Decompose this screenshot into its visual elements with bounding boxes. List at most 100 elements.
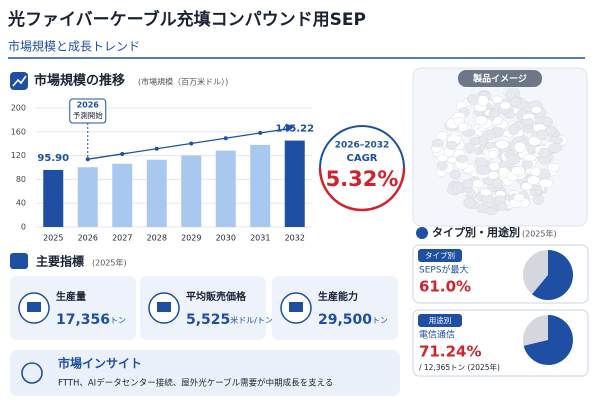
x-tick-label: 2029 [181,234,201,243]
trend-dot [120,151,125,156]
annotation-box [69,98,107,124]
bar [43,169,64,227]
y-tick-label: 200 [11,104,26,113]
breakdown-note: (2025年) [522,229,557,239]
kpi-icon [289,302,303,312]
annotation-year: 2026 [77,101,100,110]
kpi-value: 17,356 [56,312,110,328]
pellet [538,147,551,158]
pellet [529,188,542,197]
kpi-label: 生産量 [56,290,86,303]
cagr-label: CAGR [347,153,378,164]
pellet [496,202,508,211]
pellet [491,178,504,190]
x-tick-label: 2027 [112,234,132,243]
insight-panel [10,350,400,396]
pellet [471,179,485,189]
kpi-icon [27,302,41,312]
kpi-unit: 米ドル/トン [230,315,273,325]
pellet [455,154,469,163]
x-tick-label: 2031 [250,234,270,243]
cagr-ring [318,167,406,212]
kpi-value-line: 17,356トン [56,312,126,328]
kpi-note: (2025年) [92,258,127,268]
pellet [535,129,549,141]
trend-arrow [285,123,295,132]
pellet [510,97,521,107]
pellet [487,149,499,160]
bar [181,155,202,227]
pellet [521,182,533,191]
kpi-title: 主要指標 [36,254,84,269]
pellet [531,106,542,114]
cagr-period: 2026–2032 [335,141,390,151]
breakdown-tag-text: 用途別 [429,315,452,325]
kpi-value-line: 5,525米ドル/トン [186,312,273,328]
kpi-value: 5,525 [186,312,230,328]
icon [12,75,27,87]
breakdown-title: タイプ別・用途別 [432,225,520,239]
bar [77,167,98,227]
pellet [431,139,444,148]
trend-dot [258,130,263,135]
pellet [530,167,541,177]
kpi-unit: トン [110,316,126,325]
kpi-card [140,276,266,340]
pellet [474,157,488,168]
pellet [436,131,448,141]
y-tick-label: 40 [16,199,26,208]
pellet [449,169,462,180]
bar [250,144,271,227]
pellet [463,197,476,209]
pie-slice [532,250,573,300]
pellet [436,161,448,171]
x-tick-label: 2032 [285,234,305,243]
trend-dot [189,141,194,146]
pellet [461,179,474,189]
cagr-value: 5.32% [326,167,399,191]
pellet [522,153,537,162]
pellet [469,136,481,146]
pellet [467,94,479,105]
pellet [491,95,504,104]
trend-dot [223,136,228,141]
pellet [485,206,498,216]
title: 光ファイバーケーブル充填コンパウンド用SEP [7,9,366,30]
pellet [480,188,492,197]
breakdown-tag-text: タイプ別 [425,251,455,260]
pellet [477,95,489,107]
pellet [475,115,488,126]
pellet [499,101,511,110]
insight-title: 市場インサイト [58,356,142,371]
pellets [431,88,568,216]
pie-slice [523,315,573,365]
value-label: 145.22 [275,124,314,135]
pellet [506,153,521,165]
pellet [508,124,520,135]
pellet [513,141,527,153]
kpi-card [272,276,398,340]
y-tick-label: 120 [11,151,26,160]
bar [284,140,305,227]
x-tick-label: 2030 [216,234,236,243]
pellet [538,178,553,188]
subtitle: 市場規模と成長トレンド [8,39,140,54]
product-tag [458,70,542,87]
pellet [521,118,534,126]
y-tick-label: 160 [11,127,26,136]
x-tick-label: 2028 [147,234,167,243]
breakdown-text: SEPSが最大 [419,264,469,276]
pellet [457,122,469,132]
pellet [488,109,500,118]
icon [10,253,28,269]
pellet [464,142,476,154]
bar [215,150,236,227]
pellet [446,140,458,150]
pellet [495,140,509,150]
breakdown-tag [418,314,462,327]
x-tick-label: 2025 [43,234,63,243]
kpi-value-line: 29,500トン [318,312,388,328]
bar [146,159,167,227]
section-note: (市場規模（百万米ドル）) [138,77,228,87]
